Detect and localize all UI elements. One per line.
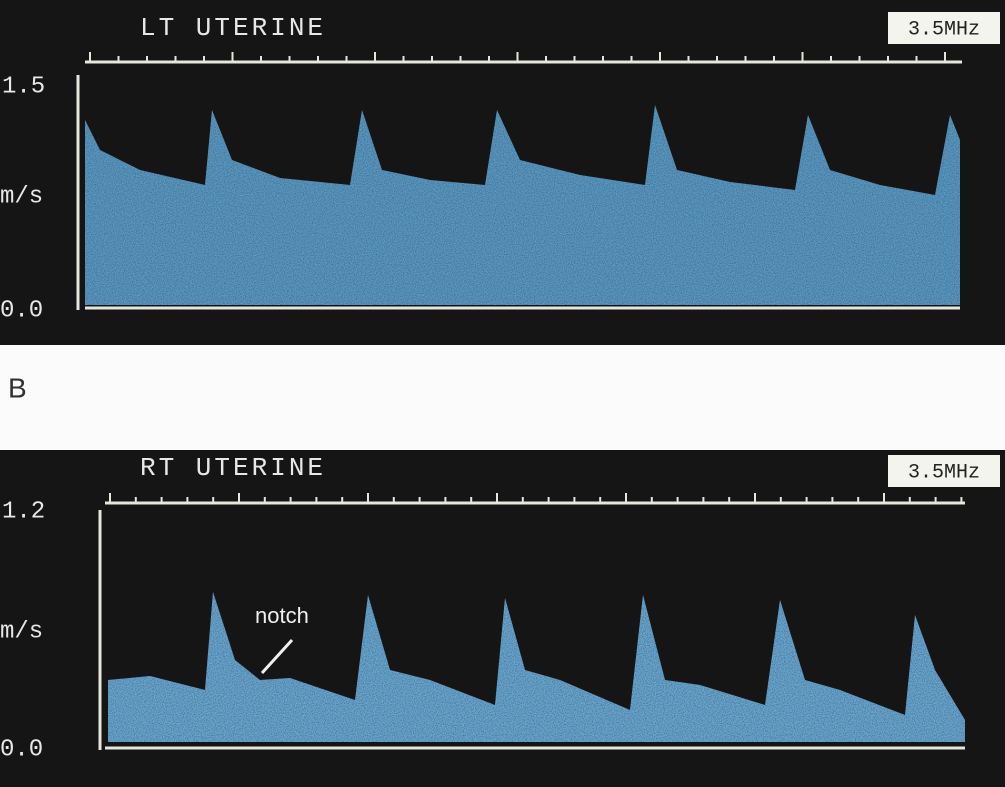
figure: LT UTERINE 3.5MHz 1.5 m/s 0.0 B RT UTERI…: [0, 0, 1005, 787]
page: {"panel_a": {"title": "LT UTERINE", "fre…: [0, 0, 1005, 787]
panel-title: LT UTERINE: [140, 13, 326, 43]
panel-label: B: [8, 372, 27, 403]
y-max-label: 1.2: [2, 498, 45, 525]
separator: [0, 345, 1005, 450]
panel-b: RT UTERINE 3.5MHz 1.2 m/s 0.0 notch: [0, 450, 1005, 787]
y-min-label: 0.0: [0, 736, 43, 763]
panel-title: RT UTERINE: [140, 453, 326, 483]
frequency-label: 3.5MHz: [908, 461, 980, 484]
annotation: notch: [255, 603, 309, 628]
frequency-label: 3.5MHz: [908, 18, 980, 41]
y-min-label: 0.0: [0, 297, 43, 324]
panel-a: LT UTERINE 3.5MHz 1.5 m/s 0.0: [0, 0, 1005, 345]
y-unit-label: m/s: [0, 618, 43, 645]
y-unit-label: m/s: [0, 183, 43, 210]
y-max-label: 1.5: [2, 73, 45, 100]
